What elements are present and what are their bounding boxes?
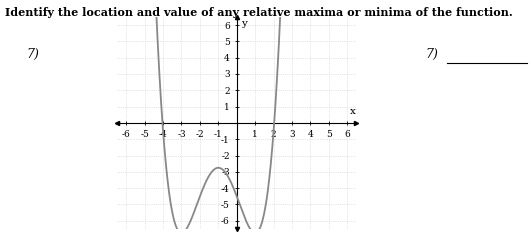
Text: y: y <box>242 19 247 28</box>
Text: x: x <box>350 107 356 116</box>
Text: 7): 7) <box>27 48 39 61</box>
Text: 7): 7) <box>426 48 438 61</box>
Text: Identify the location and value of any relative maxima or minima of the function: Identify the location and value of any r… <box>5 7 513 18</box>
